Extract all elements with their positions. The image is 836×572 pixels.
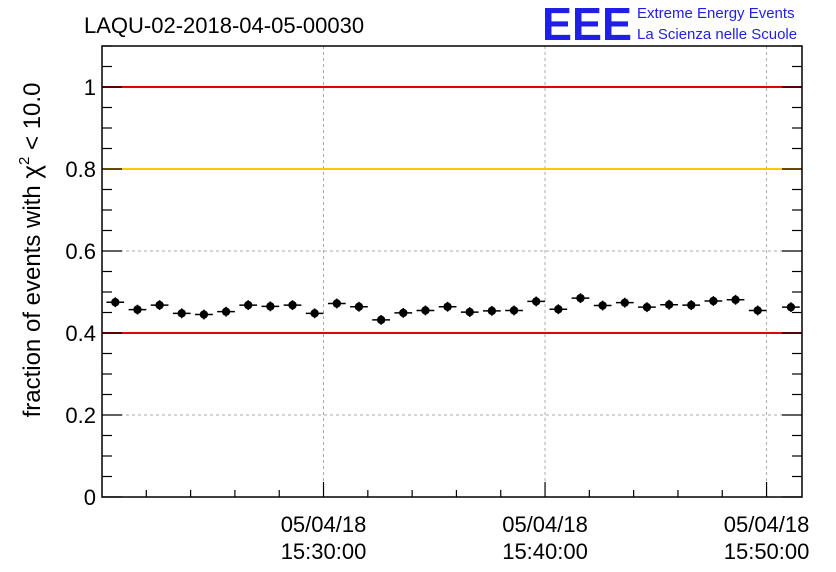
axis-ticks [102, 45, 802, 498]
data-point-13 [394, 307, 413, 318]
marker-4 [199, 310, 209, 319]
marker-17 [487, 306, 497, 316]
data-point-7 [261, 301, 280, 312]
x-tick-label-time-1: 15:40:00 [502, 539, 588, 564]
marker-26 [687, 300, 696, 310]
y-axis-label-symbol: χ [16, 165, 46, 179]
marker-13 [399, 308, 408, 318]
data-point-15 [438, 301, 457, 312]
marker-25 [664, 300, 674, 309]
marker-16 [465, 307, 474, 317]
marker-7 [266, 302, 275, 311]
data-point-0 [106, 297, 125, 308]
data-point-23 [615, 297, 634, 308]
y-tick-label-3: 0.6 [65, 239, 96, 264]
data-point-4 [195, 309, 213, 320]
data-points [106, 293, 800, 325]
data-point-11 [350, 301, 368, 312]
eee-logo-line2: La Scienza nelle Scuole [637, 26, 797, 43]
marker-30 [786, 302, 796, 312]
y-tick-label-4: 0.8 [65, 157, 96, 182]
marker-20 [554, 305, 563, 314]
reference-lines [102, 86, 802, 334]
marker-18 [509, 306, 519, 315]
marker-8 [288, 300, 297, 310]
marker-15 [443, 302, 452, 311]
marker-10 [332, 299, 342, 308]
marker-11 [354, 302, 364, 311]
data-point-5 [217, 306, 235, 317]
marker-22 [598, 301, 607, 310]
marker-21 [576, 293, 585, 303]
data-point-29 [748, 305, 767, 316]
data-point-24 [638, 302, 656, 313]
data-point-27 [704, 296, 723, 306]
data-point-2 [150, 300, 169, 311]
marker-12 [376, 315, 386, 325]
data-point-3 [172, 308, 191, 319]
y-axis-label: fraction of events with χ2 < 10.0 [16, 83, 46, 418]
marker-27 [709, 296, 718, 306]
data-point-20 [549, 304, 568, 315]
marker-5 [221, 307, 231, 316]
data-point-26 [682, 300, 701, 311]
marker-29 [753, 306, 762, 315]
tick-labels: 00.20.40.60.8105/04/1815:30:0005/04/1815… [65, 75, 809, 564]
marker-6 [244, 300, 253, 310]
data-point-17 [483, 305, 501, 316]
marker-14 [421, 306, 430, 315]
data-point-8 [283, 300, 302, 311]
data-point-21 [571, 293, 590, 304]
marker-24 [642, 302, 652, 312]
y-axis-label-prefix: fraction of events with [19, 179, 46, 418]
data-point-28 [726, 294, 745, 305]
marker-2 [155, 300, 164, 310]
y-tick-label-5: 1 [84, 75, 96, 100]
eee-logo-line1: Extreme Energy Events [637, 5, 795, 22]
data-point-9 [305, 308, 324, 319]
x-tick-label-time-2: 15:50:00 [724, 539, 810, 564]
data-point-10 [327, 298, 346, 309]
y-tick-label-1: 0.2 [65, 403, 96, 428]
data-point-25 [660, 299, 678, 310]
marker-3 [177, 309, 186, 318]
data-point-12 [372, 314, 390, 325]
marker-1 [133, 305, 142, 314]
data-point-30 [782, 302, 800, 313]
x-tick-label-date-0: 05/04/18 [281, 512, 367, 537]
y-axis-label-superscript: 2 [16, 157, 33, 165]
marker-28 [731, 295, 740, 304]
data-point-1 [128, 304, 147, 315]
eee-logo-mark: EEE [542, 0, 632, 50]
x-tick-label-date-2: 05/04/18 [724, 512, 810, 537]
data-point-18 [505, 305, 523, 316]
y-axis-label-suffix: < 10.0 [19, 83, 46, 157]
marker-23 [620, 298, 629, 307]
marker-9 [310, 309, 319, 318]
data-point-14 [416, 305, 435, 316]
data-point-6 [239, 300, 258, 311]
y-tick-label-0: 0 [84, 485, 96, 510]
x-tick-label-time-0: 15:30:00 [281, 539, 367, 564]
data-point-16 [460, 307, 479, 318]
marker-19 [531, 297, 541, 306]
x-tick-label-date-1: 05/04/18 [502, 512, 588, 537]
chart-title: LAQU-02-2018-04-05-00030 [84, 13, 364, 38]
eee-logo: EEE Extreme Energy Events La Scienza nel… [542, 0, 797, 50]
data-point-19 [527, 296, 546, 307]
marker-0 [111, 298, 120, 307]
y-tick-label-2: 0.4 [65, 321, 96, 346]
data-point-22 [593, 300, 612, 311]
